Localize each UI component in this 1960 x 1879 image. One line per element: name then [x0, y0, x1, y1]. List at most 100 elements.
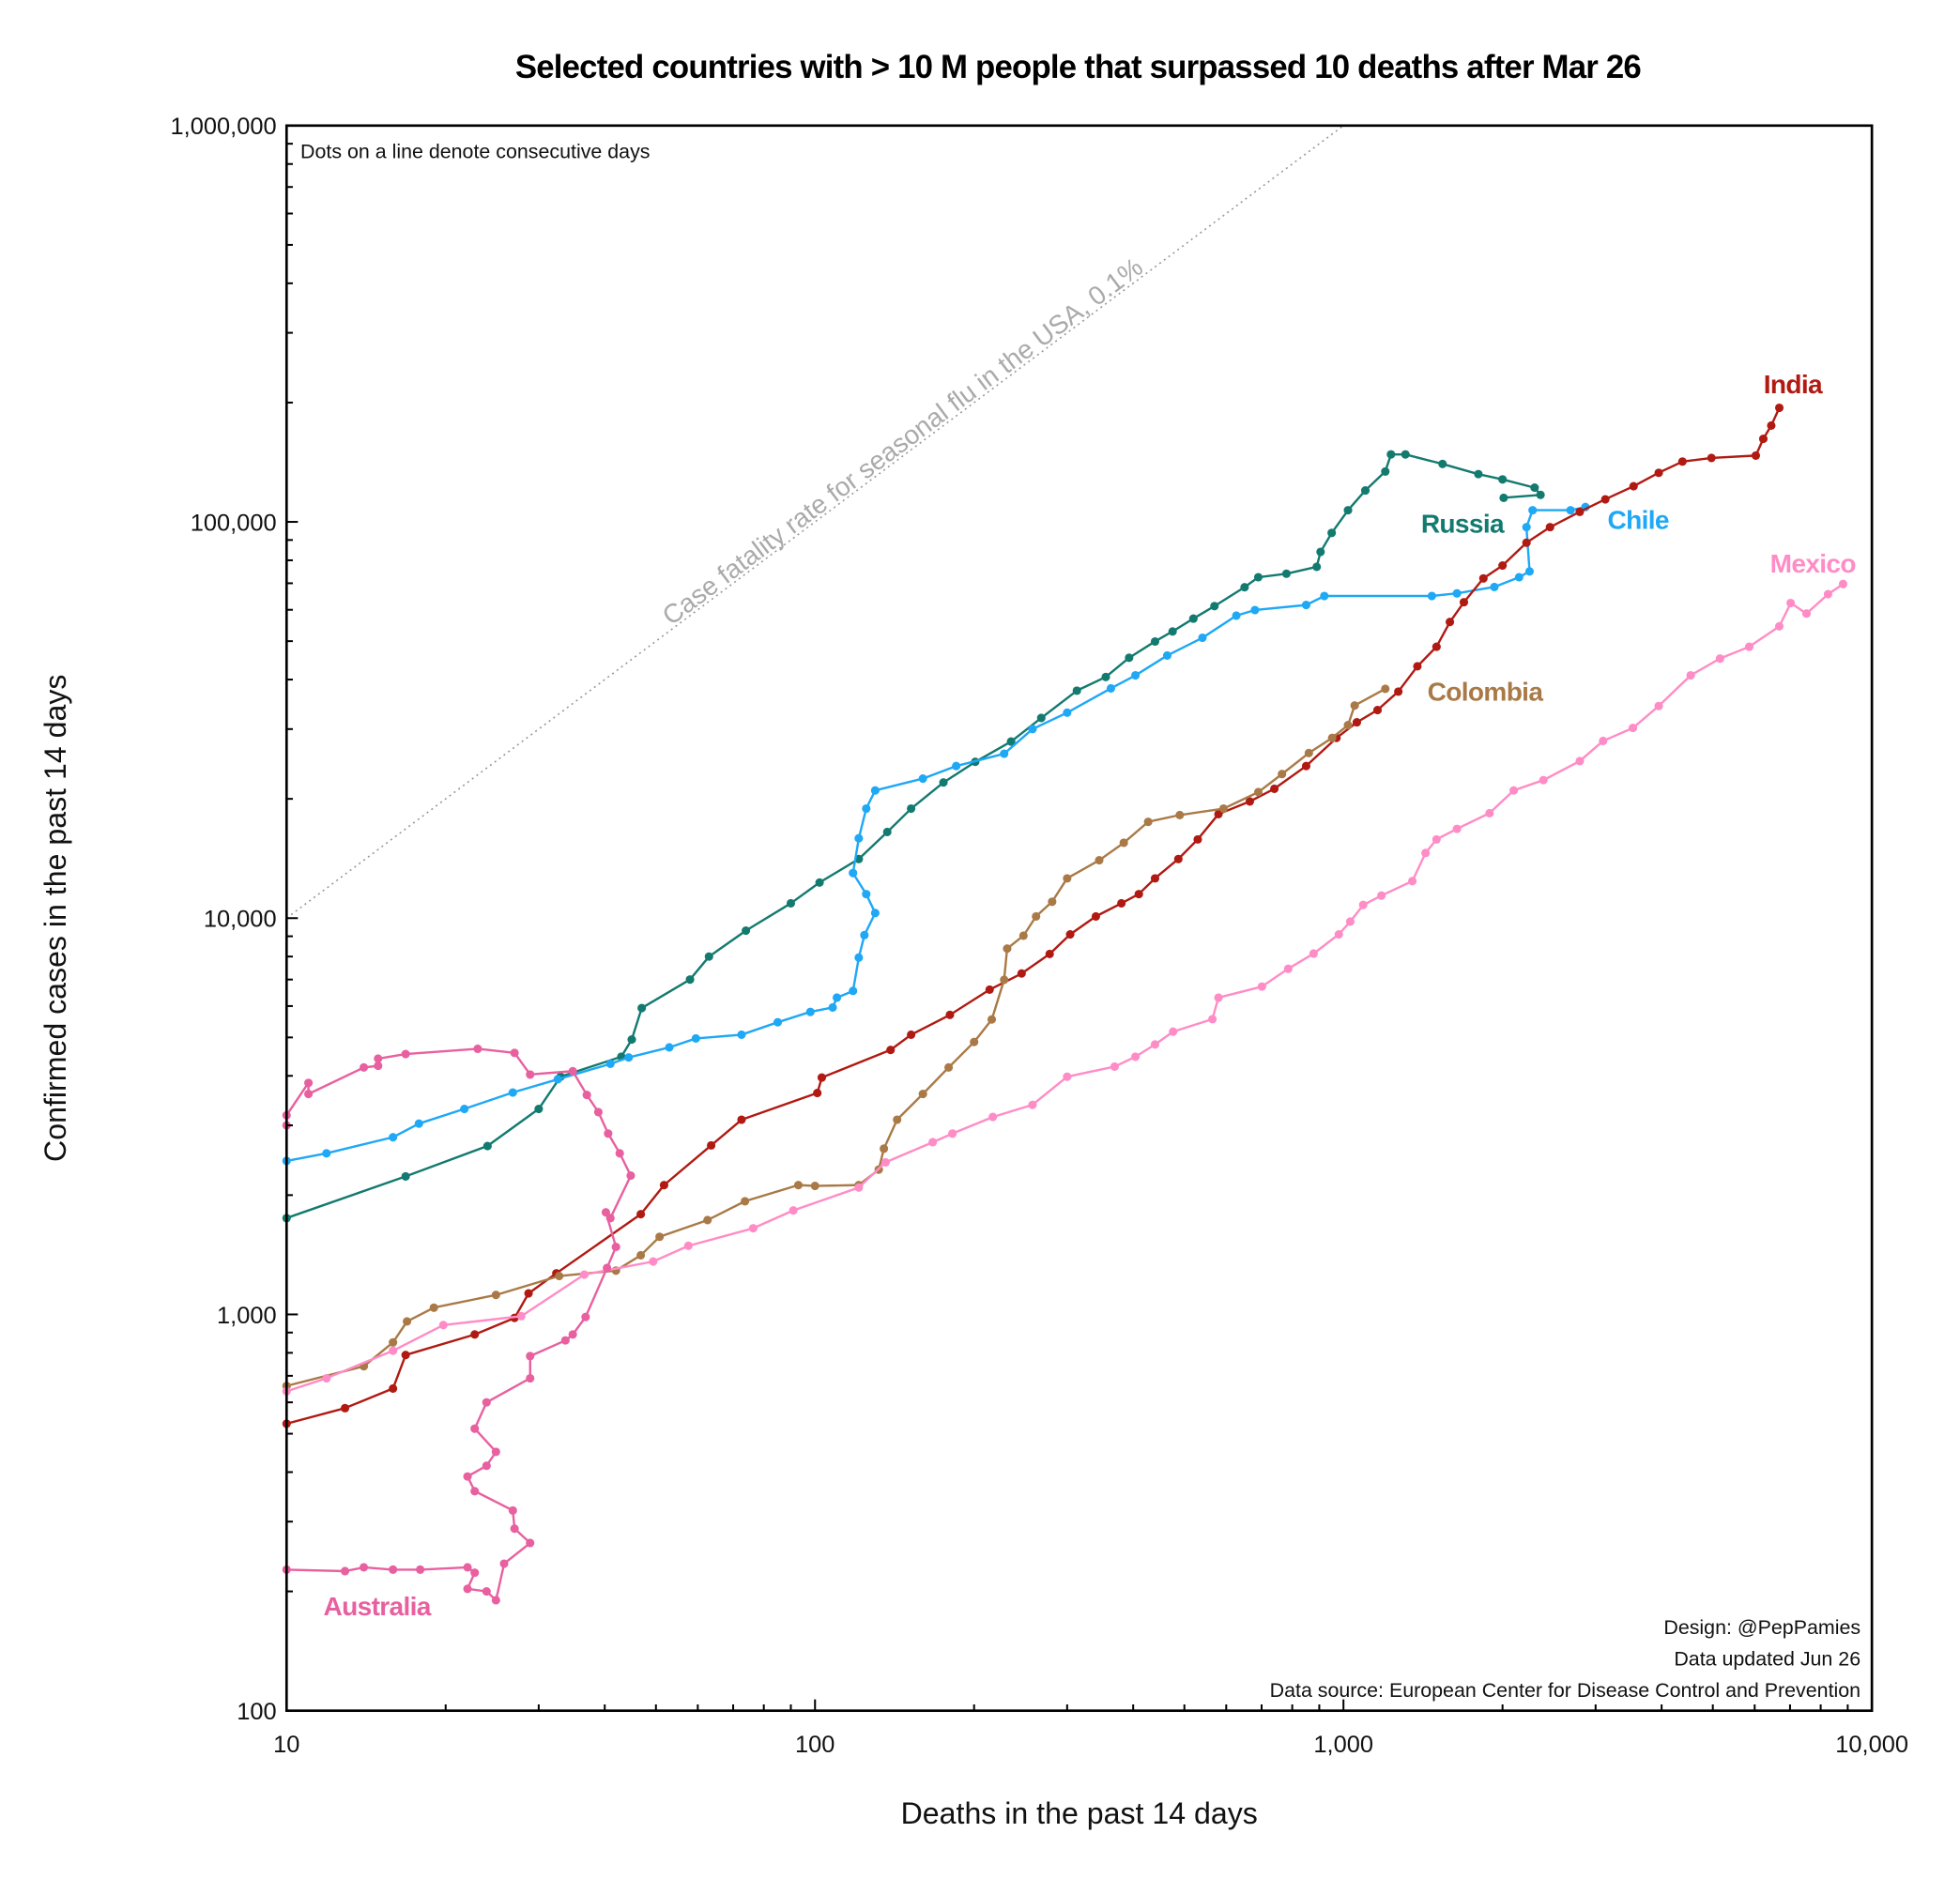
data-point — [1446, 618, 1455, 627]
data-point — [945, 1010, 955, 1019]
data-point — [1214, 993, 1223, 1002]
y-tick-label: 100 — [237, 1699, 276, 1725]
series-group — [282, 403, 1847, 1605]
plot-frame — [284, 124, 1874, 1713]
data-point — [1036, 713, 1046, 723]
data-point — [1377, 891, 1386, 900]
data-point — [1528, 506, 1538, 515]
data-point — [568, 1330, 577, 1339]
x-tick-label: 1,000 — [1313, 1732, 1373, 1758]
data-point — [1095, 856, 1104, 865]
data-point — [389, 1346, 398, 1355]
data-point — [516, 1311, 526, 1321]
data-point — [1421, 848, 1431, 858]
series-label-india: India — [1764, 370, 1823, 399]
data-point — [1018, 931, 1028, 940]
data-point — [1629, 481, 1638, 491]
data-point — [1599, 736, 1608, 746]
data-point — [849, 986, 858, 996]
data-point — [360, 1062, 369, 1072]
data-point — [1522, 538, 1531, 547]
data-point — [970, 1037, 979, 1046]
data-point — [649, 1257, 658, 1266]
data-point — [703, 1215, 712, 1225]
data-point — [1522, 523, 1531, 532]
data-point — [1786, 598, 1796, 608]
data-point — [813, 1089, 822, 1098]
data-point — [1028, 1100, 1037, 1109]
data-point — [593, 1108, 603, 1117]
data-point — [1452, 824, 1462, 833]
data-point — [1524, 567, 1535, 576]
data-point — [737, 1030, 746, 1039]
data-point — [1208, 1015, 1217, 1024]
data-point — [341, 1566, 350, 1576]
data-point — [948, 1129, 957, 1138]
data-point — [438, 1321, 448, 1330]
series-label-australia: Australia — [324, 1592, 432, 1621]
data-point — [944, 1062, 954, 1072]
data-point — [1499, 493, 1508, 502]
data-point — [704, 952, 713, 961]
data-point — [1072, 686, 1081, 695]
data-point — [1478, 573, 1488, 583]
data-point — [1372, 706, 1383, 715]
data-point — [568, 1066, 577, 1076]
data-point — [1774, 403, 1784, 413]
data-point — [1358, 900, 1368, 909]
chart-note: Dots on a line denote consecutive days — [300, 141, 650, 163]
data-point — [1401, 450, 1410, 459]
data-point — [1309, 949, 1318, 958]
data-point — [665, 1043, 674, 1052]
data-point — [1063, 1072, 1072, 1081]
data-point — [886, 1046, 896, 1055]
series-label-mexico: Mexico — [1770, 549, 1857, 578]
data-point — [1320, 591, 1329, 601]
x-tick-label: 10 — [273, 1732, 299, 1758]
axes: 10 100 1,000 10,000 100 1,000 10,000 100,000 1,0… — [171, 114, 1908, 1758]
data-point — [374, 1062, 383, 1071]
data-point — [1514, 573, 1524, 582]
data-point — [1173, 854, 1183, 863]
data-point — [880, 1157, 890, 1167]
data-point — [482, 1141, 492, 1151]
data-point — [627, 1035, 636, 1045]
data-point — [463, 1472, 472, 1481]
data-point — [1301, 761, 1311, 771]
data-point — [1536, 490, 1545, 499]
data-point — [560, 1336, 570, 1345]
data-point — [1545, 523, 1554, 532]
data-point — [1281, 569, 1292, 578]
data-point — [1686, 670, 1695, 680]
data-point — [401, 1351, 410, 1360]
data-point — [1125, 653, 1134, 663]
data-point — [1101, 672, 1110, 681]
series-india — [282, 403, 1784, 1428]
data-point — [1253, 787, 1263, 797]
data-point — [1312, 562, 1322, 572]
data-point — [389, 1565, 398, 1574]
series-russia — [282, 450, 1545, 1223]
data-point — [862, 803, 871, 814]
data-point — [604, 1129, 613, 1138]
data-point — [322, 1149, 331, 1158]
data-point — [510, 1048, 519, 1058]
y-tick-label: 1,000,000 — [171, 114, 277, 140]
data-point — [1253, 573, 1263, 582]
data-point — [534, 1104, 544, 1114]
data-point — [1327, 528, 1337, 538]
data-point — [624, 1053, 634, 1062]
credit-updated: Data updated Jun 26 — [1674, 1648, 1860, 1671]
data-point — [1218, 803, 1228, 814]
data-point — [1474, 469, 1483, 479]
data-point — [907, 803, 916, 814]
data-point — [1539, 775, 1548, 785]
y-tick-label: 1,000 — [217, 1303, 277, 1329]
data-point — [1498, 560, 1508, 571]
data-point — [636, 1210, 646, 1219]
data-point — [1381, 466, 1390, 476]
data-point — [1245, 797, 1255, 806]
data-point — [626, 1171, 635, 1181]
data-point — [683, 1241, 693, 1250]
data-point — [401, 1171, 410, 1181]
